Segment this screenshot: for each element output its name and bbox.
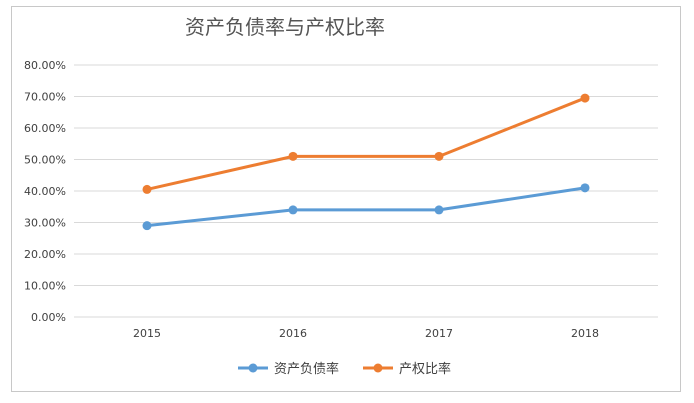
y-tick-label: 30.00% [24,217,66,230]
series-line-1 [145,96,587,191]
series-line-0 [145,186,587,228]
legend-label: 产权比率 [399,361,451,377]
gridlines [74,64,658,318]
data-point [434,205,444,215]
chart-frame [11,6,681,392]
legend: 资产负债率 产权比率 [238,361,451,377]
y-tick-label: 20.00% [24,248,66,261]
y-tick-label: 0.00% [31,311,66,324]
data-point [288,151,298,161]
x-tick-label: 2016 [279,327,307,340]
data-point [142,221,152,231]
y-tick-label: 70.00% [24,91,66,104]
chart-title: 资产负债率与产权比率 [185,15,385,39]
series-lines [142,93,590,231]
x-tick-label: 2018 [571,327,599,340]
y-tick-label: 10.00% [24,280,66,293]
data-point [288,205,298,215]
legend-label: 资产负债率 [274,361,339,377]
legend-marker [248,363,258,373]
data-point [434,151,444,161]
legend-marker [373,363,383,373]
y-tick-label: 60.00% [24,122,66,135]
data-point [142,184,152,194]
y-tick-label: 40.00% [24,185,66,198]
data-point [580,183,590,193]
x-axis-ticks: 2015 2016 2017 2018 [133,327,599,340]
y-tick-label: 80.00% [24,59,66,72]
x-tick-label: 2017 [425,327,453,340]
y-tick-label: 50.00% [24,154,66,167]
data-point [580,93,590,103]
y-axis-ticks: 0.00% 10.00% 20.00% 30.00% 40.00% 50.00% 60.00… [24,59,66,324]
x-tick-label: 2015 [133,327,161,340]
